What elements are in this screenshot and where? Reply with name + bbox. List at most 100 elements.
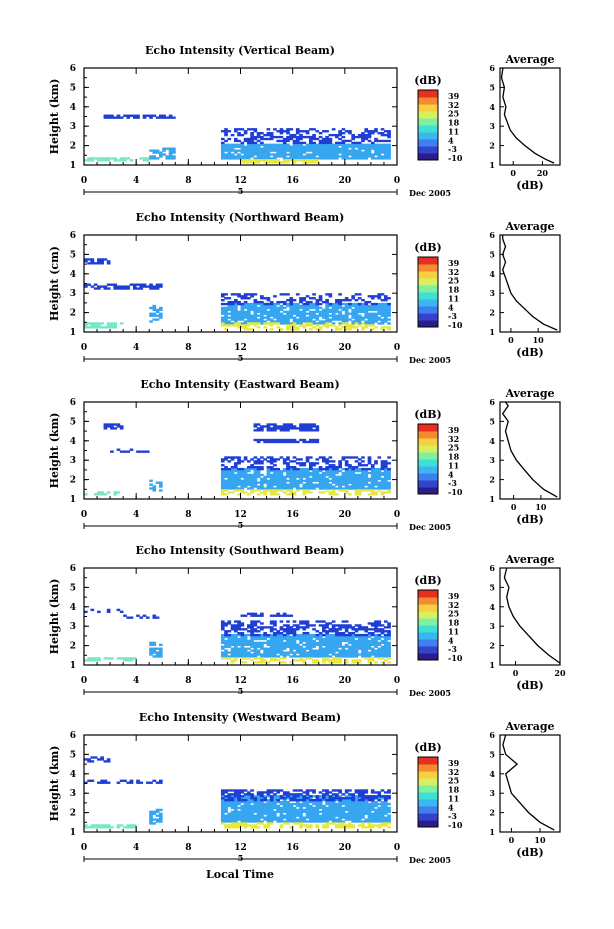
echo-cell — [305, 799, 310, 802]
echo-cell — [302, 312, 307, 315]
echo-cell — [364, 641, 369, 645]
echo-cell — [295, 147, 300, 150]
echo-cell — [220, 322, 225, 325]
echo-cell — [247, 630, 251, 633]
echo-cell — [230, 304, 235, 308]
echo-cell — [331, 467, 336, 471]
echo-cell — [325, 816, 329, 819]
echo-cell — [354, 493, 359, 496]
echo-cell — [348, 145, 352, 148]
echo-cell — [299, 304, 303, 308]
echo-cell — [341, 624, 346, 627]
echo-cell — [250, 808, 254, 812]
echo-cell — [335, 306, 339, 310]
echo-cell — [158, 314, 163, 317]
echo-cell — [377, 622, 382, 625]
echo-cell — [152, 285, 157, 288]
echo-cell — [364, 143, 369, 146]
echo-cell — [351, 824, 356, 827]
echo-cell — [312, 467, 316, 471]
echo-cell — [354, 633, 359, 637]
echo-cell — [370, 132, 375, 135]
echo-cell — [269, 304, 274, 308]
echo-cell — [289, 306, 294, 310]
echo-cell — [295, 458, 300, 461]
echo-cell — [295, 312, 300, 315]
echo-cell — [295, 649, 300, 652]
echo-cell — [247, 328, 251, 331]
avg-x-tick-label: 20 — [554, 668, 566, 678]
echo-cell — [341, 145, 346, 148]
echo-cell — [292, 151, 297, 154]
echo-cell — [374, 791, 378, 794]
echo-cell — [344, 153, 349, 156]
echo-cell — [240, 143, 245, 146]
echo-cell — [361, 135, 365, 139]
echo-cell — [315, 826, 320, 829]
echo-cell — [299, 789, 303, 792]
colorbar-swatch — [418, 611, 438, 619]
echo-cell — [322, 137, 326, 141]
echo-cell — [106, 322, 111, 325]
echo-cell — [273, 804, 277, 808]
echo-cell — [240, 810, 245, 813]
echo-cell — [240, 322, 245, 325]
echo-cell — [344, 469, 349, 473]
echo-cell — [299, 635, 303, 639]
echo-cell — [367, 462, 372, 465]
echo-cell — [341, 467, 346, 471]
echo-cell — [299, 467, 303, 471]
echo-cell — [276, 475, 281, 479]
x-axis-label: Local Time — [206, 868, 274, 881]
echo-cell — [250, 632, 254, 635]
echo-cell — [302, 810, 307, 813]
echo-cell — [282, 822, 287, 825]
echo-cell — [322, 812, 326, 815]
echo-cell — [233, 812, 238, 815]
echo-cell — [380, 814, 385, 817]
echo-cell — [331, 473, 336, 477]
echo-cell — [312, 429, 316, 432]
echo-cell — [305, 637, 310, 641]
echo-cell — [322, 483, 326, 486]
echo-cell — [256, 651, 261, 654]
echo-cell — [263, 806, 267, 810]
echo-cell — [331, 816, 336, 819]
echo-cell — [299, 804, 303, 808]
echo-cell — [292, 802, 297, 806]
avg-x-tick-label: 10 — [533, 335, 545, 345]
echo-cell — [344, 324, 349, 327]
echo-cell — [276, 481, 281, 484]
echo-cell — [282, 155, 287, 158]
colorbar-swatch — [418, 278, 438, 286]
echo-cell — [308, 429, 313, 432]
echo-cell — [129, 781, 134, 784]
echo-cell — [377, 641, 382, 645]
echo-cell — [383, 151, 388, 154]
echo-cell — [276, 633, 281, 637]
echo-cell — [325, 149, 329, 152]
echo-cell — [240, 804, 245, 808]
echo-cell — [380, 635, 385, 639]
echo-cell — [383, 659, 388, 662]
echo-cell — [361, 804, 365, 808]
echo-cell — [243, 139, 248, 143]
echo-cell — [295, 814, 300, 817]
echo-cell — [253, 808, 258, 812]
echo-cell — [292, 147, 297, 150]
echo-cell — [230, 804, 235, 808]
echo-cell — [377, 473, 382, 477]
echo-cell — [335, 475, 339, 479]
echo-cell — [273, 469, 277, 473]
echo-cell — [380, 322, 385, 325]
echo-cell — [273, 157, 277, 160]
echo-cell — [325, 314, 329, 317]
echo-cell — [224, 797, 228, 800]
colorbar-swatch — [418, 292, 438, 300]
echo-cell — [335, 661, 339, 664]
echo-cell — [361, 483, 365, 486]
echo-cell — [364, 145, 369, 148]
echo-cell — [269, 493, 274, 496]
echo-cell — [302, 326, 307, 329]
echo-cell — [370, 824, 375, 827]
